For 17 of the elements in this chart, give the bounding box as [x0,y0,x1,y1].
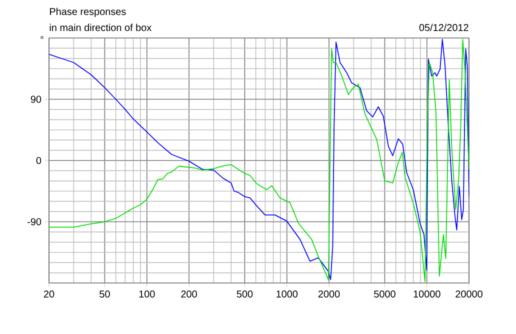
y-tick-label: 90 [30,96,42,103]
y-tick-label: -90 [28,218,42,226]
x-tick-label: 20 [44,290,54,298]
x-tick-label: 200 [181,290,197,298]
chart-subtitle: in main direction of box [50,24,152,32]
text: 05/12/2012 [419,24,468,32]
x-tick-label: 100 [139,290,155,298]
x-tick-label: 10000 [414,290,440,298]
chart-title: Phase responses [50,8,126,18]
y-axis-title: ° [40,36,44,39]
y-tick-label: 0 [36,156,42,164]
x-tick-label: 50 [100,290,110,298]
x-tick-label: 2000 [318,290,340,298]
x-tick-label: 500 [236,290,253,298]
x-tick-label: 5000 [374,290,396,298]
x-tick-label: 20000 [456,290,482,298]
x-tick-label: 1000 [276,290,298,298]
